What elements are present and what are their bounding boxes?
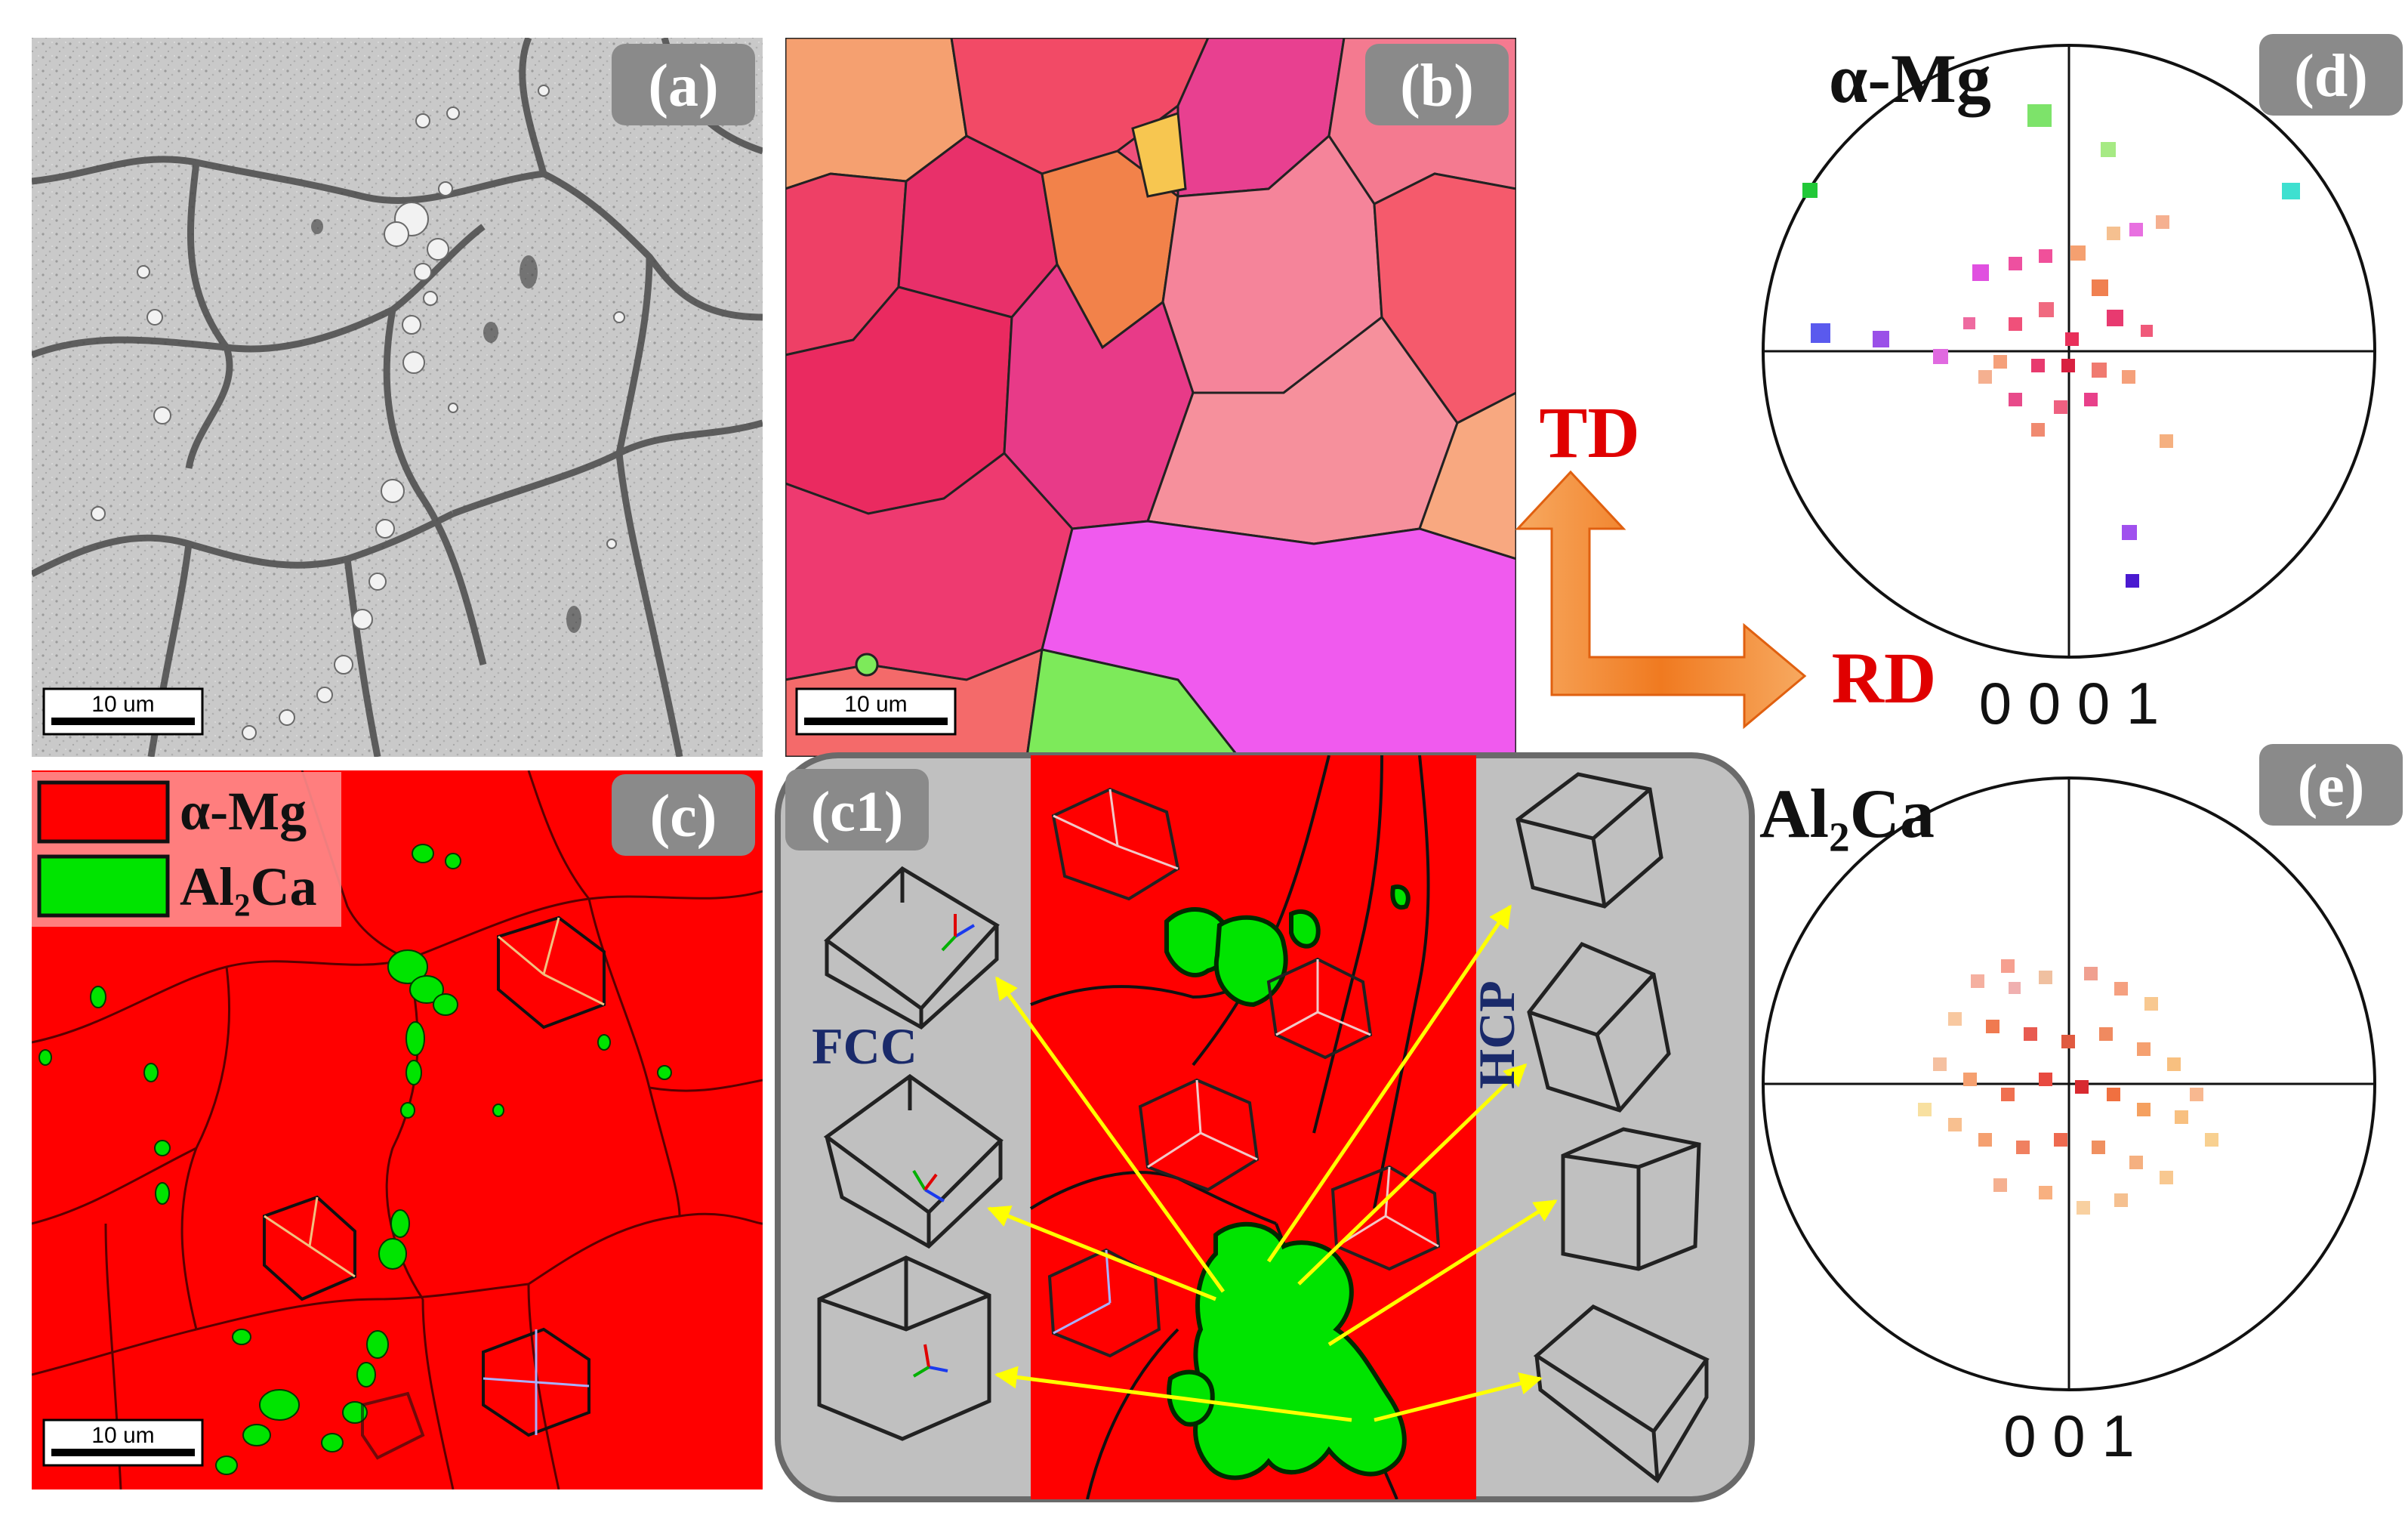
panel-b bbox=[785, 38, 1516, 757]
panel-label-box-d bbox=[2259, 34, 2403, 116]
td-label: TD bbox=[1539, 392, 1639, 473]
pole-points-d bbox=[1802, 104, 2300, 588]
panel-a bbox=[32, 38, 763, 757]
fcc-label: FCC bbox=[812, 1017, 917, 1075]
pole-index-d: 0 0 0 1 bbox=[1979, 670, 2160, 736]
scalebar-box-a bbox=[42, 687, 204, 736]
scalebar-box-b bbox=[795, 687, 957, 736]
grain-b-13 bbox=[1418, 391, 1516, 560]
panel-label-c: (c) bbox=[650, 783, 717, 850]
rd-label: RD bbox=[1832, 637, 1937, 718]
panel-label-box-b bbox=[1365, 44, 1509, 125]
panel-d: α-Mg 0 0 0 1 (d) bbox=[1762, 34, 2403, 736]
panel-label-box-e bbox=[2259, 744, 2403, 826]
scalebar-b bbox=[804, 718, 948, 725]
panel-e: Al₂Ca 0 0 1 (e) bbox=[1759, 744, 2403, 1469]
hcp-label: HCP bbox=[1468, 980, 1525, 1089]
td-rd-arrow bbox=[1515, 470, 1807, 730]
panel-a-background bbox=[32, 38, 763, 757]
legend-label-mg: α-Mg bbox=[180, 781, 307, 841]
pole-index-e: 0 0 1 bbox=[2003, 1403, 2134, 1469]
panel-c1: FCC HCP (c1) bbox=[775, 752, 1755, 1502]
phase-title-d: α-Mg bbox=[1829, 40, 1991, 117]
scalebar-box-c bbox=[42, 1418, 204, 1467]
scalebar-text-a: 10 um bbox=[91, 692, 154, 717]
panel-label-b: (b) bbox=[1400, 53, 1474, 119]
precipitates-a bbox=[91, 85, 625, 740]
grain-boundaries-c bbox=[32, 770, 763, 1489]
fcc-cells-c1 bbox=[817, 866, 1004, 1441]
panel-label-box-c1 bbox=[785, 769, 929, 850]
panel-label-box-a bbox=[612, 44, 755, 125]
grain-b-19 bbox=[855, 653, 879, 677]
unit-cells-c bbox=[263, 915, 606, 1460]
fcc-axes-c1 bbox=[912, 914, 976, 1378]
panel-label-d: (d) bbox=[2294, 43, 2368, 110]
panel-label-e: (e) bbox=[2298, 753, 2365, 820]
phase-title-e: Al₂Ca bbox=[1759, 775, 1935, 852]
panel-label-box-c bbox=[612, 774, 755, 856]
al2ca-particles-c bbox=[39, 844, 672, 1475]
scalebar-text-b: 10 um bbox=[844, 692, 907, 717]
panel-label-c1: (c1) bbox=[811, 780, 903, 844]
grain-b-18 bbox=[1131, 111, 1187, 198]
legend-label-al2ca: Al₂Ca bbox=[180, 857, 317, 917]
pits-a bbox=[311, 219, 581, 633]
legend-swatch-al2ca bbox=[37, 854, 170, 918]
yellow-arrows-c1 bbox=[987, 904, 1558, 1422]
legend-swatch-mg bbox=[37, 780, 170, 844]
scalebar-a bbox=[51, 718, 195, 725]
grain-b-17 bbox=[1025, 648, 1240, 757]
sample-axes: TD RD bbox=[1515, 392, 1937, 730]
panel-label-a: (a) bbox=[648, 53, 718, 119]
al2ca-particles-c1 bbox=[1164, 884, 1411, 1480]
pole-points-e bbox=[1918, 959, 2218, 1215]
scalebar-text-c: 10 um bbox=[91, 1423, 154, 1448]
scalebar-c bbox=[51, 1449, 195, 1456]
